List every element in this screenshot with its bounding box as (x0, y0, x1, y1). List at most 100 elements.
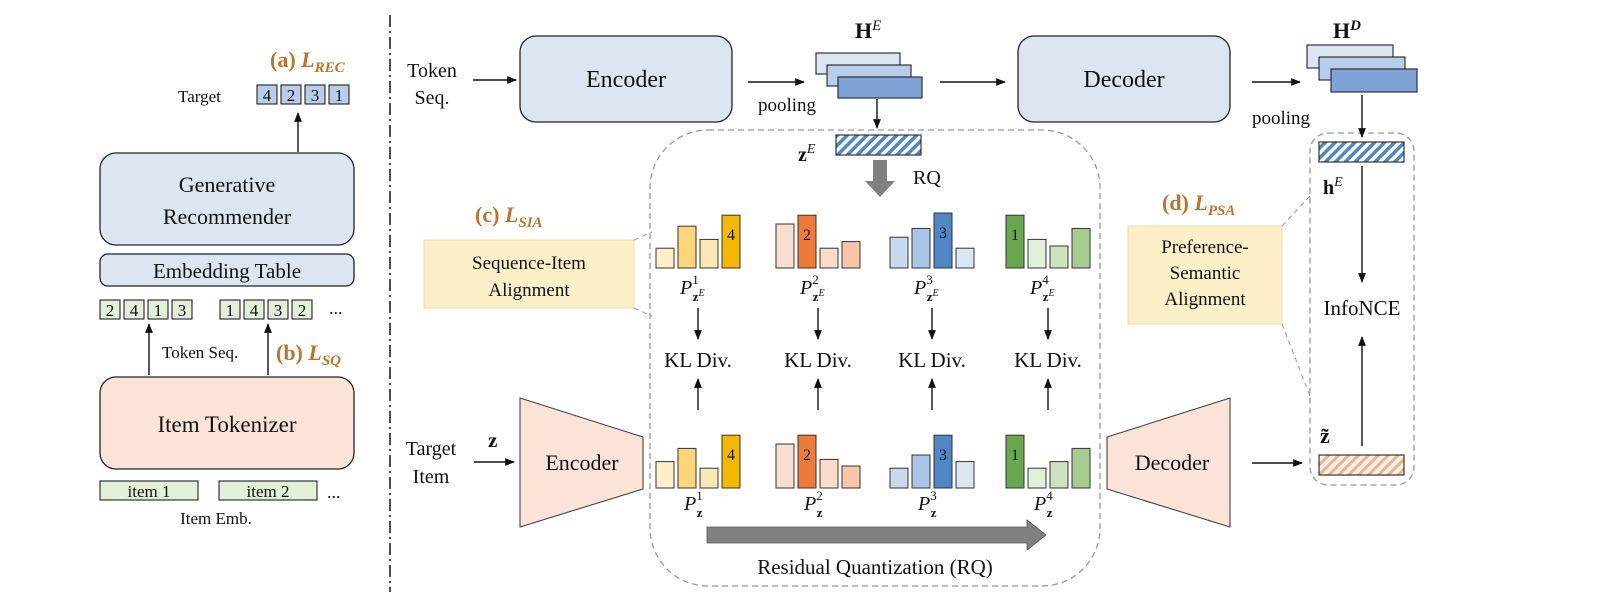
upper-group-2-bar (775, 223, 795, 269)
kl-div-label-2: KL Div. (784, 348, 852, 372)
p-lower-label-1: P1 z (683, 488, 703, 520)
upper-group-1-bar (655, 247, 675, 269)
item1-box (99, 480, 199, 501)
token-seq1-text: 2 (106, 301, 115, 320)
psa-leader-top (1281, 195, 1311, 227)
item-tokenizer-label: Item Tokenizer (157, 412, 296, 437)
upper-group-4-bar (1049, 245, 1069, 269)
pooling-label-right: pooling (1252, 108, 1311, 129)
item2-box (218, 480, 318, 501)
z-input-label: z (488, 428, 497, 452)
right-panel: Token Seq. Encoder pooling HE Decoder HD… (406, 18, 1418, 587)
token-seq1-text: 1 (154, 301, 163, 320)
target-token-box (280, 84, 302, 105)
rq-label: RQ (913, 167, 941, 189)
lower-group-2-bar (775, 443, 795, 489)
upper-group-2-bar (819, 247, 839, 269)
item-tokenizer-box (99, 376, 355, 470)
sia-leader-bottom (633, 307, 653, 317)
lower-group-4-bar (1027, 467, 1047, 489)
label-b: (b) LSQ (276, 340, 341, 369)
target-token-text: 3 (311, 86, 320, 105)
bottom-encoder-trapezoid (519, 397, 644, 528)
residual-quantization-label: Residual Quantization (RQ) (757, 555, 993, 579)
rq-horizontal-arrow (706, 519, 1047, 551)
upper-group-4-bar (1027, 238, 1047, 269)
label-a: (a) LREC (270, 47, 346, 76)
token-seq2-text: 1 (226, 301, 235, 320)
lower-group-2-bar (819, 458, 839, 489)
target-label: Target (178, 87, 221, 106)
label-c: (c) LSIA (475, 202, 543, 231)
lower-group-1-bar (655, 461, 675, 489)
pooling-label-left: pooling (758, 95, 817, 116)
item1-label: item 1 (128, 482, 171, 501)
p-upper-label-3: P3 zE (913, 272, 939, 304)
embedding-table-label: Embedding Table (153, 259, 301, 283)
lower-group-4-code-label: 1 (1011, 447, 1019, 464)
lower-group-4-bar (1005, 434, 1025, 489)
infonce-label: InfoNCE (1324, 296, 1401, 320)
top-decoder-label: Decoder (1083, 67, 1164, 93)
p-upper-label-1: P1 zE (679, 272, 705, 304)
target-item-line1: Target (406, 438, 457, 460)
label-d: (d) LPSA (1162, 190, 1235, 219)
ze-vector (835, 134, 922, 156)
token-seq1-box (147, 299, 169, 320)
token-seq-line2: Seq. (415, 87, 450, 109)
hd-stack (1306, 44, 1418, 93)
target-token-text: 2 (287, 86, 296, 105)
upper-group-2-code-label: 2 (803, 227, 811, 244)
hd-label: HD (1333, 18, 1361, 43)
he-label: HE (855, 18, 881, 43)
top-encoder-label: Encoder (586, 67, 666, 93)
he-vector (1318, 141, 1405, 163)
lower-group-4-bar (1049, 461, 1069, 489)
upper-group-4-bar (1005, 214, 1025, 269)
token-seq2-box (291, 299, 313, 320)
psa-note-box (1127, 225, 1283, 325)
ze-label: zE (798, 142, 816, 166)
token-seq2-text: 2 (298, 301, 307, 320)
target-token-text: 1 (335, 86, 344, 105)
bottom-decoder-trapezoid (1106, 397, 1231, 528)
target-token-text: 4 (263, 86, 272, 105)
quantization-region (649, 129, 1101, 587)
token-seq2-text: 4 (250, 301, 259, 320)
item-emb-label: Item Emb. (180, 509, 252, 528)
bottom-decoder-label: Decoder (1135, 450, 1210, 475)
sia-line2: Alignment (488, 280, 570, 301)
lower-group-1-bar (699, 467, 719, 489)
lower-group-3-bar (955, 461, 975, 489)
sia-leader-top (633, 231, 653, 241)
token-seq-label-left: Token Seq. (162, 343, 238, 362)
upper-group-3-bar (889, 236, 909, 269)
generative-recommender-box (99, 152, 355, 246)
embedding-table-box (99, 253, 355, 287)
p-upper-label-4: P4 zE (1029, 272, 1055, 304)
token-seq1-box (171, 299, 193, 320)
top-encoder-box (519, 35, 733, 123)
target-item-line2: Item (413, 466, 450, 488)
lower-group-2-code-label: 2 (803, 447, 811, 464)
upper-group-1-code-label: 4 (727, 227, 735, 244)
token-seq2-box (243, 299, 265, 320)
lower-group-1-bar (677, 447, 697, 489)
sia-note-box (423, 239, 635, 309)
upper-group-3-code-label: 3 (939, 225, 947, 242)
psa-leader-bottom (1281, 323, 1311, 397)
kl-div-label-1: KL Div. (664, 348, 732, 372)
upper-group-3-bar (955, 247, 975, 269)
upper-group-3-bar (933, 212, 953, 269)
token-seq1-box (99, 299, 121, 320)
lower-group-2-bar (797, 434, 817, 489)
top-decoder-box (1017, 35, 1231, 123)
target-token-box (328, 84, 350, 105)
psa-line2: Semantic (1170, 263, 1241, 284)
token-seq1-text: 3 (178, 301, 187, 320)
lower-group-3-code-label: 3 (939, 447, 947, 464)
